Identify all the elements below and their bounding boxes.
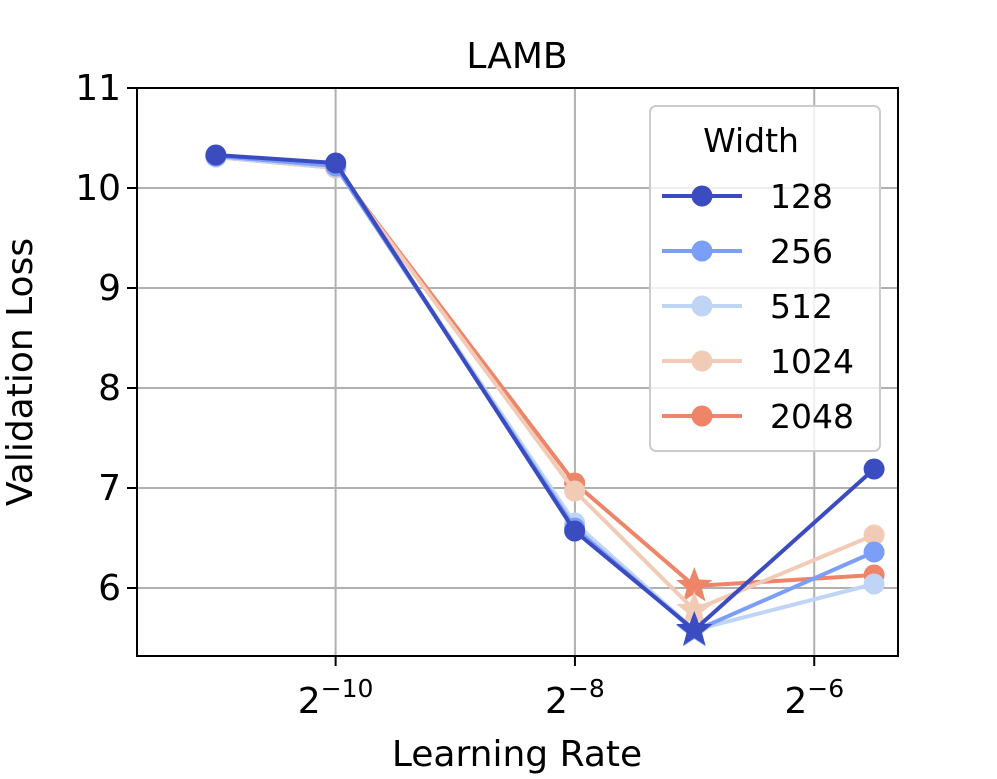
x-tick-label: 2−10 [298, 674, 374, 722]
x-tick-exponent: −8 [568, 674, 605, 703]
legend-marker [691, 185, 713, 207]
y-axis-label: Validation Loss [0, 238, 41, 506]
data-point [863, 573, 885, 595]
legend-entry-512: 512 [662, 287, 833, 326]
x-axis-label: Learning Rate [392, 734, 642, 775]
legend-label: 256 [770, 232, 833, 271]
series-layer [205, 144, 885, 647]
best-star-marker [676, 591, 713, 626]
chart-title: LAMB [466, 36, 567, 77]
data-point [863, 541, 885, 563]
data-point [564, 520, 586, 542]
best-star-marker [676, 611, 713, 646]
x-tick-label: 2−6 [784, 674, 844, 722]
legend-entry-1024: 1024 [662, 342, 854, 381]
legend-marker [691, 405, 713, 427]
y-tick-label: 11 [75, 68, 121, 109]
x-tick-base: 2 [298, 681, 321, 722]
data-point [325, 152, 347, 174]
legend-title: Width [703, 121, 799, 160]
x-tick-exponent: −6 [807, 674, 844, 703]
legend-label: 2048 [770, 397, 854, 436]
y-tick-label: 7 [98, 468, 121, 509]
legend-marker [691, 295, 713, 317]
legend-marker [691, 350, 713, 372]
legend-entry-128: 128 [662, 177, 833, 216]
legend-label: 128 [770, 177, 833, 216]
series-128 [205, 144, 885, 646]
data-point [564, 480, 586, 502]
y-tick-label: 6 [98, 568, 121, 609]
data-point [863, 458, 885, 480]
plot-frame [136, 87, 899, 657]
legend-label: 512 [770, 287, 833, 326]
best-star-marker [676, 567, 713, 602]
legend: Width 128 256 512 1024 2048 [649, 105, 881, 452]
y-tick-label: 10 [75, 168, 121, 209]
legend-entry-256: 256 [662, 232, 833, 271]
x-tick-exponent: −10 [321, 674, 374, 703]
y-tick-label: 8 [98, 368, 121, 409]
x-tick-label: 2−8 [545, 674, 605, 722]
x-tick-base: 2 [784, 681, 807, 722]
legend-marker [691, 240, 713, 262]
legend-entry-2048: 2048 [662, 397, 854, 436]
y-tick-label: 9 [98, 268, 121, 309]
data-point [205, 144, 227, 166]
grid [137, 88, 898, 656]
legend-label: 1024 [770, 342, 854, 381]
x-tick-base: 2 [545, 681, 568, 722]
data-point [863, 524, 885, 546]
